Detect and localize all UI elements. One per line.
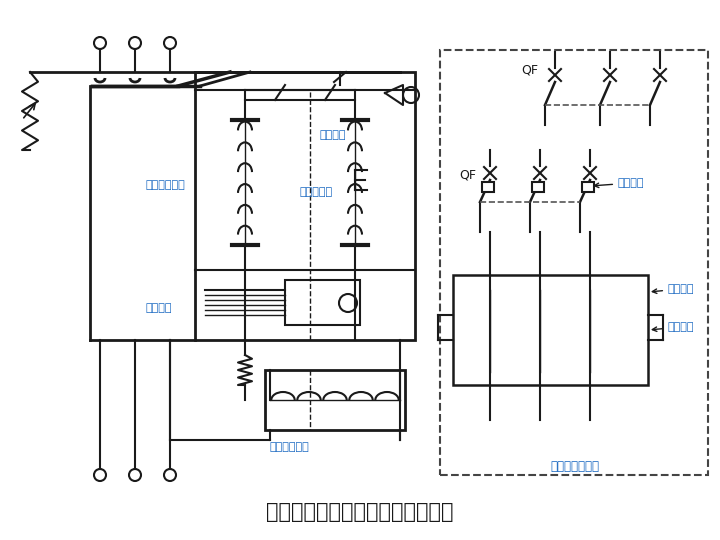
Bar [195, 72, 415, 340]
Text: 断路器图形符号: 断路器图形符号 [551, 461, 600, 474]
Bar [265, 370, 405, 430]
Bar [582, 182, 594, 192]
Text: QF: QF [521, 64, 539, 77]
Bar [440, 50, 708, 475]
Text: 断路器工作原理示意图及图形符号: 断路器工作原理示意图及图形符号 [266, 502, 454, 522]
Bar [482, 182, 494, 192]
Text: 过流保护: 过流保护 [652, 284, 695, 294]
Text: 失压保护: 失压保护 [594, 178, 644, 188]
Text: QF: QF [459, 168, 477, 181]
Text: 远控恢复: 远控恢复 [320, 130, 346, 140]
Text: 热脱扣器: 热脱扣器 [145, 303, 171, 313]
Bar [285, 280, 360, 325]
Bar [453, 275, 648, 385]
Text: 过流保护: 过流保护 [652, 322, 695, 332]
Text: 过电流脱扣器: 过电流脱扣器 [145, 180, 185, 190]
Text: 分励脱扣器: 分励脱扣器 [300, 187, 333, 197]
Text: 失电压脱扣器: 失电压脱扣器 [270, 442, 310, 452]
Bar [532, 182, 544, 192]
